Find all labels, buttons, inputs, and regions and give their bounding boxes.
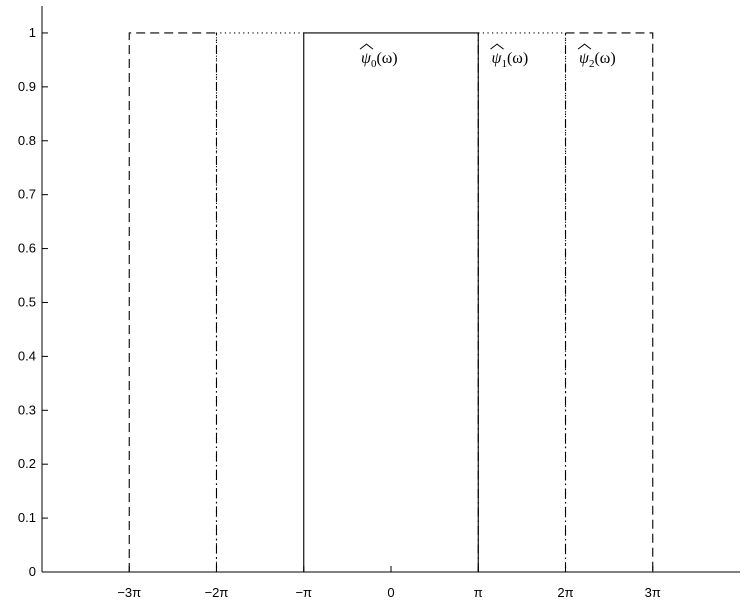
series-line-dotted xyxy=(215,32,304,572)
annotation-text: ψ1(ω) xyxy=(492,50,529,70)
y-tick-label: 0.9 xyxy=(18,79,36,94)
series-annotation: ψ2(ω) xyxy=(577,43,616,70)
x-tick-label: 0 xyxy=(387,585,394,600)
y-tick-label: 0.7 xyxy=(18,187,36,202)
series-layer xyxy=(128,32,654,572)
y-tick-label: 0.6 xyxy=(18,241,36,256)
series-line-dashed xyxy=(565,32,654,572)
x-tick-label: π xyxy=(474,585,483,600)
annotation-text: ψ0(ω) xyxy=(361,50,398,70)
series-annotation: ψ1(ω) xyxy=(490,43,529,70)
series-line-dashed xyxy=(128,32,217,572)
x-tick-label: 3π xyxy=(645,585,661,600)
x-tick-label: −2π xyxy=(205,585,229,600)
y-tick-label: 0.3 xyxy=(18,402,36,417)
y-tick-label: 0.8 xyxy=(18,133,36,148)
hat-accent xyxy=(490,43,504,50)
series-annotation: ψ0(ω) xyxy=(359,43,398,70)
y-tick-label: 0.2 xyxy=(18,456,36,471)
series-line-solid xyxy=(303,32,479,572)
x-tick-label: −π xyxy=(295,585,312,600)
x-tick-label: 2π xyxy=(557,585,573,600)
annotation-layer: ψ0(ω) ψ1(ω) ψ2(ω) xyxy=(359,43,616,70)
y-tick-label: 1 xyxy=(29,25,36,40)
hat-accent xyxy=(359,43,374,50)
y-tick-label: 0.4 xyxy=(18,348,36,363)
series-line-dotted xyxy=(478,32,567,572)
x-tick-label: −3π xyxy=(117,585,141,600)
hat-accent xyxy=(577,43,592,50)
y-tick-label: 0 xyxy=(29,564,36,579)
y-tick-label: 0.5 xyxy=(18,294,36,309)
axes: 0 0.1 0.2 0.3 0.4 0.5 0.6 0.7 0.8 0.9 1 −3π −2π −π 0 π 2… xyxy=(18,6,740,600)
annotation-text: ψ2(ω) xyxy=(579,50,616,70)
y-tick-label: 0.1 xyxy=(18,510,36,525)
